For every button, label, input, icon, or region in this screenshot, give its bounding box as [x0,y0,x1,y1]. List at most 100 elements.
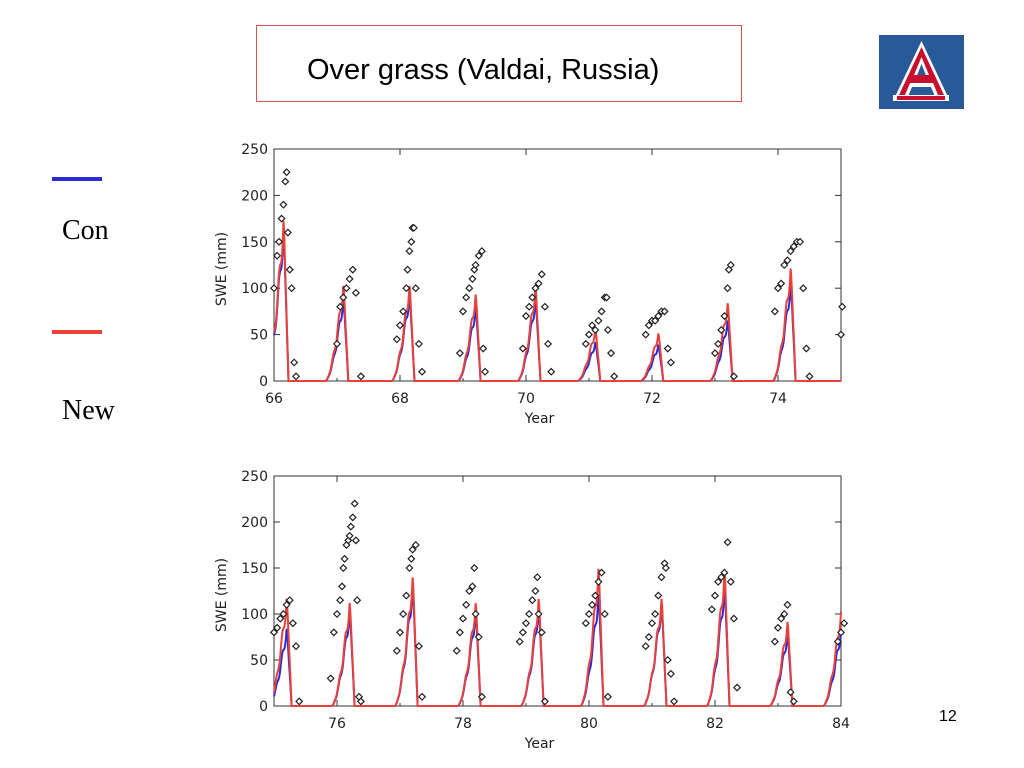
observation-point [332,609,342,619]
observation-point [282,600,291,609]
observation-point [581,619,590,628]
plot-frame [273,475,842,707]
observation-point [477,692,486,701]
observation-point [581,339,590,348]
observation-point [295,697,304,706]
observation-point [525,302,534,311]
observation-point [479,344,488,353]
observation-point [455,628,464,637]
observation-point [584,330,594,339]
observation-point [777,279,786,288]
observation-point [707,605,716,614]
observation-point [277,214,286,223]
series-line-new [273,220,841,382]
observation-point [780,609,789,619]
observation-point [408,545,417,554]
observation-point [802,344,811,353]
observation-point [591,591,600,600]
observation-point [789,242,798,251]
observation-point [717,325,726,335]
x-axis-title: Year [524,736,555,752]
observation-point [521,619,531,628]
observation-point [663,344,672,353]
observation-point [288,619,297,628]
observation-point [402,591,411,600]
slide-number: 12 [939,708,957,725]
x-tick-label: 74 [769,391,787,407]
legend-con-line [52,177,102,181]
observation-point [714,339,723,348]
observation-point [518,344,527,353]
observation-point [783,600,792,609]
observation-point [402,284,411,293]
observation-point [588,600,597,609]
observation-point [729,372,738,381]
observation-point [644,632,653,642]
observation-point [533,573,542,582]
observation-point [329,628,338,637]
x-tick-label: 82 [706,716,724,732]
x-tick-label: 68 [391,391,409,407]
observation-point [770,307,779,316]
observation-point [279,609,288,619]
observation-point [528,293,537,302]
observation-point [591,325,600,335]
observation-point [540,697,549,706]
observation-point [345,274,354,283]
observation-point [462,600,471,609]
observation-point [356,372,365,381]
observation-point [455,349,464,358]
observation-point [644,321,653,330]
observation-point [840,619,849,628]
observation-point [269,628,279,637]
observation-point [353,596,362,605]
logo-letter [899,47,944,95]
observation-point [670,697,679,706]
observation-point [269,284,279,293]
observation-point [720,568,729,577]
y-tick-label: 150 [241,561,268,577]
observation-point [710,591,720,600]
observation-point [414,642,423,651]
observation-point [714,577,723,586]
observation-point [407,237,416,246]
observation-point [403,265,412,274]
observation-point [332,339,342,348]
series-line-con [273,585,842,707]
observation-point [468,274,477,283]
observation-point [273,623,282,632]
observation-point [418,367,427,376]
y-tick-label: 200 [241,188,268,204]
observation-point [474,251,483,260]
observation-point [651,316,660,325]
observation-point [458,614,468,623]
observation-point [411,540,420,550]
observation-point [465,284,474,293]
observation-point [392,335,401,344]
slide-title: Over grass (Valdai, Russia) [307,54,660,86]
observation-point [282,168,291,177]
observation-point [348,513,357,522]
y-tick-label: 50 [250,328,268,344]
observation-point [481,367,490,376]
y-axis-title: SWE (mm) [214,232,230,306]
y-tick-label: 200 [241,515,268,531]
observation-point [610,372,619,381]
observation-point [838,302,847,311]
observation-point [276,614,285,623]
observation-point [339,563,348,573]
observation-point [411,284,420,293]
observation-point [458,307,468,316]
university-of-arizona-a-logo [879,35,964,109]
observation-point [729,614,738,623]
observation-point [399,307,408,316]
observation-point [346,522,355,531]
observation-point [326,674,335,683]
observation-point [336,302,345,311]
observation-point [515,637,524,646]
observation-point [462,293,471,302]
observation-point [588,321,597,330]
observation-point [651,609,660,619]
observation-point [600,609,609,619]
